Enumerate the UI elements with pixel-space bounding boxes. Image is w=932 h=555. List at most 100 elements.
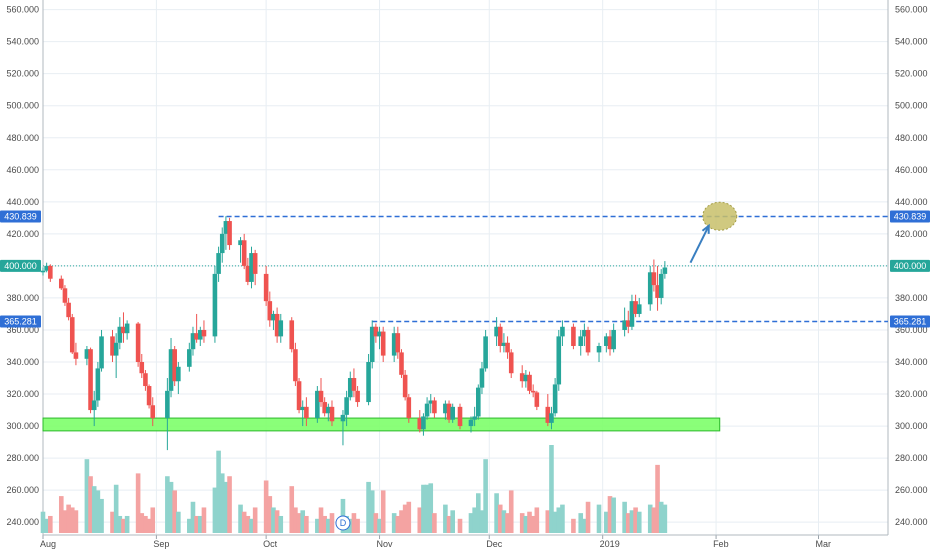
volume-bar <box>428 483 434 533</box>
volume-bar <box>110 511 115 533</box>
candle-body <box>366 362 371 403</box>
candle-body <box>549 413 554 423</box>
candle-body <box>245 265 251 282</box>
volume-bar <box>519 513 525 533</box>
volume-bar <box>329 513 335 533</box>
candle-body <box>252 253 258 274</box>
volume-bar <box>168 481 174 533</box>
candle-body <box>472 416 477 420</box>
candle-body <box>402 374 408 398</box>
candle-body <box>647 272 653 305</box>
volume-bar <box>417 507 423 533</box>
candle-body <box>545 406 551 423</box>
volume-bar <box>402 504 408 533</box>
volume-bar <box>582 518 587 533</box>
volume-bar <box>73 510 79 533</box>
candle-body <box>571 326 576 346</box>
volume-bar <box>625 513 631 533</box>
volume-bar <box>369 490 375 533</box>
volume-bar <box>252 507 258 533</box>
volume-bar <box>534 507 540 533</box>
price-label-right: 430.839 <box>894 212 927 222</box>
candle-body <box>377 331 382 337</box>
y-tick-label-right: 480.000 <box>895 133 928 143</box>
candle-body <box>212 273 218 337</box>
candle-body <box>483 336 488 369</box>
y-tick-label-left: 440.000 <box>6 197 39 207</box>
y-tick-label-left: 420.000 <box>6 229 39 239</box>
candle-body <box>219 233 225 254</box>
volume-bar <box>238 504 243 533</box>
volume-bar <box>443 504 448 533</box>
volume-bar <box>530 515 536 533</box>
volume-bar <box>165 476 170 533</box>
candle-body <box>88 349 93 411</box>
volume-bar <box>607 496 613 533</box>
volume-bar <box>446 515 452 533</box>
y-tick-label-right: 560.000 <box>895 5 928 15</box>
volume-bar <box>622 501 627 533</box>
y-tick-label-right: 360.000 <box>895 325 928 335</box>
candle-body <box>344 397 349 415</box>
volume-bar <box>391 513 397 533</box>
candle-body <box>443 403 448 414</box>
candle-body <box>121 326 126 334</box>
x-tick-label: Dec <box>486 539 503 549</box>
candle-body <box>625 320 631 327</box>
volume-bar <box>647 504 653 533</box>
volume-bar <box>527 511 532 533</box>
candle-body <box>622 320 627 330</box>
candle-body <box>633 301 638 314</box>
volume-bar <box>497 504 503 533</box>
candle-body <box>146 386 152 406</box>
volume-bar <box>223 481 229 533</box>
volume-bar <box>267 496 273 533</box>
candle-body <box>450 406 455 420</box>
price-label-left: 365.281 <box>4 317 37 327</box>
candle-body <box>58 278 64 289</box>
price-label-box-left <box>0 259 41 272</box>
y-tick-label-right: 320.000 <box>895 389 928 399</box>
y-tick-label-right: 460.000 <box>895 165 928 175</box>
x-tick-label: Feb <box>713 539 729 549</box>
candle-body <box>611 329 616 350</box>
candle-body <box>380 331 386 356</box>
candle-body <box>227 221 232 246</box>
volume-bar <box>604 511 609 533</box>
candle-body <box>585 329 591 353</box>
candle-body <box>62 288 68 303</box>
volume-bar <box>432 513 437 533</box>
candle-body <box>267 301 273 321</box>
volume-bar <box>560 504 565 533</box>
candle-body <box>99 336 104 369</box>
volume-bar <box>318 507 324 533</box>
volume-bar <box>596 504 602 533</box>
volume-bar <box>629 510 635 533</box>
volume-bar <box>271 507 276 533</box>
candle-body <box>271 313 276 321</box>
price-label-right: 365.281 <box>894 317 927 327</box>
volume-bar <box>571 518 576 533</box>
volume-bar <box>585 501 591 533</box>
candle-body <box>238 240 243 246</box>
volume-bar <box>304 515 309 533</box>
volume-bar <box>197 515 203 533</box>
candle-body <box>216 253 221 274</box>
price-label-left: 430.839 <box>4 212 37 222</box>
candle-body <box>596 345 602 353</box>
volume-bar <box>468 513 474 533</box>
volume-bar <box>424 484 430 533</box>
candle-body <box>143 373 148 387</box>
y-tick-label-left: 560.000 <box>6 5 39 15</box>
volume-bar <box>245 515 251 533</box>
candle-body <box>457 406 463 427</box>
candle-body <box>329 406 335 422</box>
candle-body <box>432 400 437 414</box>
candle-body <box>399 352 404 375</box>
candle-body <box>241 240 247 266</box>
candle-body <box>315 390 320 419</box>
candle-body <box>44 265 49 271</box>
volume-bar <box>194 515 199 533</box>
price-label-box-right <box>890 210 930 223</box>
volume-bar <box>241 511 247 533</box>
